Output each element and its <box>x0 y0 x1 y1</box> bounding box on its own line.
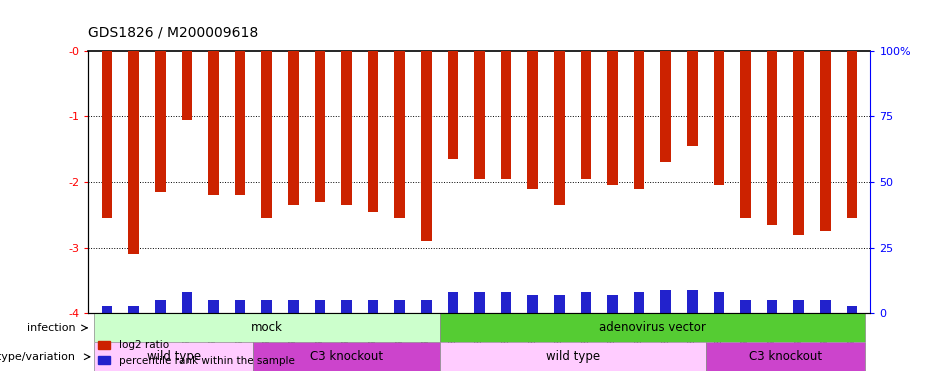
Bar <box>315 300 325 313</box>
Bar <box>554 51 564 205</box>
Bar <box>706 342 865 371</box>
Bar <box>527 51 538 189</box>
Bar <box>474 51 485 179</box>
Bar <box>767 300 777 313</box>
Bar <box>209 300 219 313</box>
Bar <box>687 51 697 146</box>
Bar <box>182 292 192 314</box>
Text: adenovirus vector: adenovirus vector <box>599 321 706 334</box>
Bar <box>767 51 777 225</box>
Bar <box>235 300 246 313</box>
Bar <box>713 292 724 314</box>
Bar <box>607 295 618 314</box>
Bar <box>501 51 511 179</box>
Bar <box>660 51 671 162</box>
Bar <box>793 300 804 313</box>
Bar <box>474 292 485 314</box>
Bar <box>660 290 671 314</box>
Bar <box>501 292 511 314</box>
Bar <box>315 51 325 202</box>
Bar <box>128 306 139 314</box>
Bar <box>846 306 857 314</box>
Bar <box>607 51 618 185</box>
Bar <box>634 51 644 189</box>
Text: wild type: wild type <box>146 350 200 363</box>
Bar <box>820 51 830 231</box>
Bar <box>581 292 591 314</box>
Bar <box>687 290 697 314</box>
Bar <box>395 51 405 218</box>
Bar <box>155 300 166 313</box>
Text: mock: mock <box>250 321 283 334</box>
Bar <box>740 51 750 218</box>
Bar <box>740 300 750 313</box>
Text: genotype/variation: genotype/variation <box>0 352 75 362</box>
Bar <box>94 342 253 371</box>
Bar <box>421 300 432 313</box>
Text: C3 knockout: C3 knockout <box>310 350 383 363</box>
Bar <box>288 300 299 313</box>
Bar <box>448 51 458 159</box>
Bar <box>395 300 405 313</box>
Bar <box>235 51 246 195</box>
Bar <box>94 314 439 342</box>
Bar <box>155 51 166 192</box>
Text: wild type: wild type <box>546 350 600 363</box>
Bar <box>421 51 432 241</box>
Bar <box>713 51 724 185</box>
Text: infection: infection <box>26 323 75 333</box>
Bar <box>128 51 139 254</box>
Bar <box>527 295 538 314</box>
Bar <box>634 292 644 314</box>
Text: GDS1826 / M200009618: GDS1826 / M200009618 <box>88 26 259 39</box>
Bar <box>341 300 352 313</box>
Bar <box>439 314 865 342</box>
Bar <box>846 51 857 218</box>
Bar <box>448 292 458 314</box>
Text: C3 knockout: C3 knockout <box>749 350 822 363</box>
Bar <box>253 342 439 371</box>
Bar <box>368 51 378 211</box>
Bar <box>439 342 706 371</box>
Bar <box>209 51 219 195</box>
Bar <box>554 295 564 314</box>
Bar <box>793 51 804 235</box>
Legend: log2 ratio, percentile rank within the sample: log2 ratio, percentile rank within the s… <box>94 336 299 370</box>
Bar <box>368 300 378 313</box>
Bar <box>101 306 113 314</box>
Bar <box>262 300 272 313</box>
Bar <box>820 300 830 313</box>
Bar <box>262 51 272 218</box>
Bar <box>101 51 113 218</box>
Bar <box>581 51 591 179</box>
Bar <box>341 51 352 205</box>
Bar <box>182 51 192 120</box>
Bar <box>288 51 299 205</box>
